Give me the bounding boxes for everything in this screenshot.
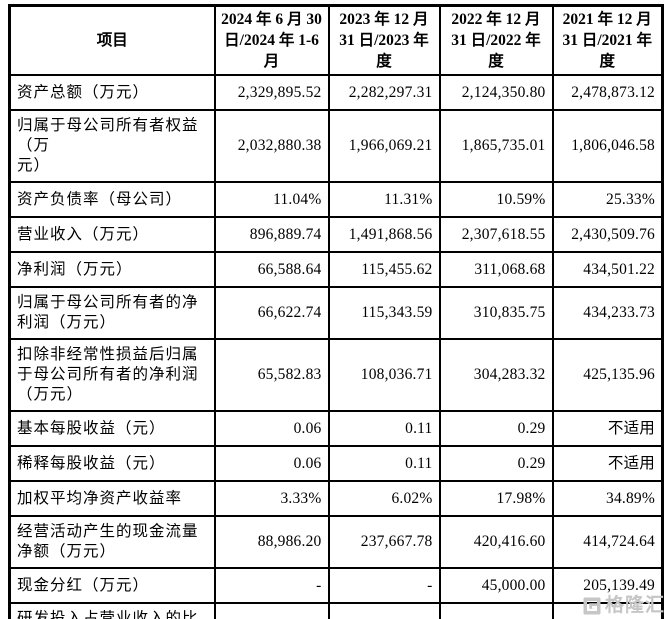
row-value: 0.06 bbox=[213, 410, 330, 447]
row-value: 115,455.62 bbox=[327, 251, 441, 288]
row-label: 净利润（万元） bbox=[8, 251, 216, 288]
row-label: 归属于母公司所有者权益（万 元） bbox=[8, 109, 216, 183]
row-value: 0.29 bbox=[438, 410, 554, 447]
table-row: 净利润（万元） 66,588.64 115,455.62 311,068.68 434,… bbox=[8, 251, 664, 288]
row-value: 2,124,350.80 bbox=[438, 74, 554, 111]
row-label: 资产总额（万元） bbox=[8, 74, 216, 111]
column-header-period-2: 2023 年 12 月 31 日/2023 年 度 bbox=[327, 4, 441, 76]
row-label: 归属于母公司所有者的净 利润（万元） bbox=[8, 286, 216, 340]
row-value: 414,724.64 bbox=[551, 515, 664, 569]
table-row: 营业收入（万元） 896,889.74 1,491,868.56 2,307,618.… bbox=[8, 216, 664, 253]
financial-summary-table: 项目 2024 年 6 月 30 日/2024 年 1-6 月 2023 年 12 … bbox=[8, 4, 664, 619]
row-value: 0.29 bbox=[438, 445, 554, 482]
row-value: 0.11 bbox=[327, 445, 441, 482]
table-header: 项目 2024 年 6 月 30 日/2024 年 1-6 月 2023 年 12 … bbox=[8, 4, 664, 76]
row-value: 2,032,880.38 bbox=[213, 109, 330, 183]
row-value: 66,622.74 bbox=[213, 286, 330, 340]
row-value: 2,307,618.55 bbox=[438, 216, 554, 253]
row-value: 237,667.78 bbox=[327, 515, 441, 569]
row-value: 310,835.75 bbox=[438, 286, 554, 340]
row-value: 0.11 bbox=[327, 410, 441, 447]
row-label: 加权平均净资产收益率 bbox=[8, 480, 216, 517]
row-value: 311,068.68 bbox=[438, 251, 554, 288]
column-header-period-3: 2022 年 12 月 31 日/2022 年 度 bbox=[438, 4, 554, 76]
table-row: 归属于母公司所有者权益（万 元） 2,032,880.38 1,966,069.21… bbox=[8, 109, 664, 183]
row-value: 425,135.96 bbox=[551, 338, 664, 412]
row-value: 434,233.73 bbox=[551, 286, 664, 340]
row-value: 108,036.71 bbox=[327, 338, 441, 412]
watermark: 格隆汇 bbox=[582, 596, 665, 616]
row-value: 205,139.49 bbox=[551, 567, 664, 604]
row-value: 1,491,868.56 bbox=[327, 216, 441, 253]
table-row: 研发投入占营业收入的比 例0.023%0.019%0.012%0.008% bbox=[8, 602, 664, 619]
row-value: 420,416.60 bbox=[438, 515, 554, 569]
row-value: 1,865,735.01 bbox=[438, 109, 554, 183]
row-value: 1,806,046.58 bbox=[551, 109, 664, 183]
table-row: 扣除非经常性损益后归属 于母公司所有者的净利润 （万元） 65,582.83 108… bbox=[8, 338, 664, 412]
row-value: 45,000.00 bbox=[438, 567, 554, 604]
row-value: 65,582.83 bbox=[213, 338, 330, 412]
row-value: 3.33% bbox=[213, 480, 330, 517]
column-header-period-4: 2021 年 12 月 31 日/2021 年 度 bbox=[551, 4, 664, 76]
row-value: 10.59% bbox=[438, 181, 554, 218]
row-label: 扣除非经常性损益后归属 于母公司所有者的净利润 （万元） bbox=[8, 338, 216, 412]
table-row: 经营活动产生的现金流量 净额（万元） 88,986.20 237,667.78 420… bbox=[8, 515, 664, 569]
row-label: 经营活动产生的现金流量 净额（万元） bbox=[8, 515, 216, 569]
row-value: 2,282,297.31 bbox=[327, 74, 441, 111]
row-value: 2,430,509.76 bbox=[551, 216, 664, 253]
table-header-row: 项目 2024 年 6 月 30 日/2024 年 1-6 月 2023 年 12 … bbox=[8, 4, 664, 76]
gelonghui-logo-icon bbox=[582, 596, 602, 616]
row-label: 现金分红（万元） bbox=[8, 567, 216, 604]
row-value: 896,889.74 bbox=[213, 216, 330, 253]
row-value: 0.008% bbox=[551, 602, 664, 619]
row-value: 2,478,873.12 bbox=[551, 74, 664, 111]
row-label: 基本每股收益（元） bbox=[8, 410, 216, 447]
row-label: 研发投入占营业收入的比 例 bbox=[8, 602, 216, 619]
table-body: 资产总额（万元） 2,329,895.52 2,282,297.31 2,124,35… bbox=[8, 74, 664, 619]
table-row: 基本每股收益（元） 0.06 0.11 0.29 不适用 bbox=[8, 410, 664, 447]
row-value: - bbox=[327, 567, 441, 604]
row-value: 1,966,069.21 bbox=[327, 109, 441, 183]
row-value: 不适用 bbox=[551, 445, 664, 482]
row-value: 115,343.59 bbox=[327, 286, 441, 340]
row-value: 66,588.64 bbox=[213, 251, 330, 288]
row-value: 11.04% bbox=[213, 181, 330, 218]
row-value: 2,329,895.52 bbox=[213, 74, 330, 111]
row-value: 434,501.22 bbox=[551, 251, 664, 288]
watermark-text: 格隆汇 bbox=[604, 595, 665, 616]
table-row: 归属于母公司所有者的净 利润（万元） 66,622.74 115,343.59 310… bbox=[8, 286, 664, 340]
row-value: 不适用 bbox=[551, 410, 664, 447]
row-value: 25.33% bbox=[551, 181, 664, 218]
row-value: 34.89% bbox=[551, 480, 664, 517]
table-row: 加权平均净资产收益率 3.33% 6.02% 17.98% 34.89% bbox=[8, 480, 664, 517]
row-label: 营业收入（万元） bbox=[8, 216, 216, 253]
row-value: 0.012% bbox=[438, 602, 554, 619]
table-row: 现金分红（万元） - -45,000.00 205,139.49 bbox=[8, 567, 664, 604]
column-header-period-1: 2024 年 6 月 30 日/2024 年 1-6 月 bbox=[213, 4, 330, 76]
row-value: 88,986.20 bbox=[213, 515, 330, 569]
table-row: 资产总额（万元） 2,329,895.52 2,282,297.31 2,124,35… bbox=[8, 74, 664, 111]
row-value: 17.98% bbox=[438, 480, 554, 517]
table-row: 资产负债率（母公司） 11.04% 11.31% 10.59% 25.33% bbox=[8, 181, 664, 218]
table-row: 稀释每股收益（元） 0.06 0.11 0.29 不适用 bbox=[8, 445, 664, 482]
row-label: 稀释每股收益（元） bbox=[8, 445, 216, 482]
row-value: 6.02% bbox=[327, 480, 441, 517]
row-value: 11.31% bbox=[327, 181, 441, 218]
row-label: 资产负债率（母公司） bbox=[8, 181, 216, 218]
row-value: - bbox=[213, 567, 330, 604]
row-value: 0.023% bbox=[213, 602, 330, 619]
row-value: 304,283.32 bbox=[438, 338, 554, 412]
column-header-item: 项目 bbox=[8, 4, 216, 76]
row-value: 0.019% bbox=[327, 602, 441, 619]
row-value: 0.06 bbox=[213, 445, 330, 482]
